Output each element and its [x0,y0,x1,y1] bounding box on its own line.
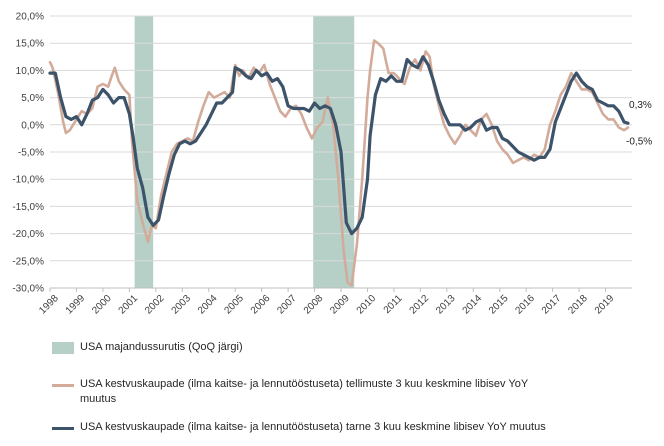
x-tick-label: 2017 [540,293,564,317]
y-tick-label: -10,0% [12,175,44,186]
orders-end-label: -0,5% [626,137,652,148]
y-tick-label: 20,0% [16,12,44,23]
y-tick-label: -25,0% [12,256,44,267]
x-tick-label: 2003 [170,293,194,317]
x-tick-label: 2006 [249,293,273,317]
x-tick-label: 1998 [37,293,61,317]
x-tick-label: 2008 [302,293,326,317]
y-tick-label: -15,0% [12,202,44,213]
x-tick-label: 2019 [593,293,617,317]
legend-item-shipments: USA kestvuskaupade (ilma kaitse- ja lenn… [52,420,652,435]
y-tick-label: -20,0% [12,229,44,240]
x-axis: 1998 1999 2000 2001 2002 2003 2004 2005 2006 2007… [37,288,617,317]
shipments-end-label: 0,3% [629,100,652,111]
x-tick-label: 2012 [408,293,432,317]
legend-item-recession: USA majandussurutis (QoQ järgi) [52,340,652,355]
y-tick-label: -30,0% [12,284,44,295]
legend-label-recession: USA majandussurutis (QoQ järgi) [80,341,243,353]
series-lines [48,39,630,287]
x-tick-label: 2018 [566,293,590,317]
end-labels: 0,3% -0,5% [626,100,652,147]
x-tick-label: 2002 [143,293,167,317]
x-tick-label: 1999 [64,293,88,317]
orders-swatch [52,384,74,387]
legend-label-shipments: USA kestvuskaupade (ilma kaitse- ja lenn… [80,421,546,433]
legend-label-orders-line1: USA kestvuskaupade (ilma kaitse- ja lenn… [80,378,529,390]
shipments-line [48,55,630,236]
y-tick-label: -5,0% [18,148,44,159]
x-tick-label: 2001 [117,293,141,317]
y-tick-label: 0,0% [21,120,44,131]
legend-label-orders-line2: muutus [80,393,117,405]
x-tick-label: 2009 [328,293,352,317]
y-tick-label: 10,0% [16,66,44,77]
shipments-swatch [52,427,74,430]
recession-swatch [52,342,74,354]
x-tick-label: 2010 [355,293,379,317]
x-tick-label: 2000 [90,293,114,317]
x-tick-label: 2005 [222,293,246,317]
x-tick-label: 2015 [487,293,511,317]
y-axis: -30,0% -25,0% -20,0% -15,0% -10,0% -5,0% 0,0% 5… [12,12,44,295]
x-tick-label: 2007 [275,293,299,317]
legend-item-orders: USA kestvuskaupade (ilma kaitse- ja lenn… [52,377,652,407]
x-tick-label: 2011 [382,293,405,316]
orders-line [48,39,630,287]
x-tick-label: 2016 [513,293,537,317]
legend-label-orders: USA kestvuskaupade (ilma kaitse- ja lenn… [80,377,528,407]
y-tick-label: 15,0% [16,39,44,50]
x-tick-label: 2014 [461,293,485,317]
y-tick-label: 5,0% [21,93,44,104]
x-tick-label: 2013 [434,293,458,317]
x-tick-label: 2004 [196,293,220,317]
